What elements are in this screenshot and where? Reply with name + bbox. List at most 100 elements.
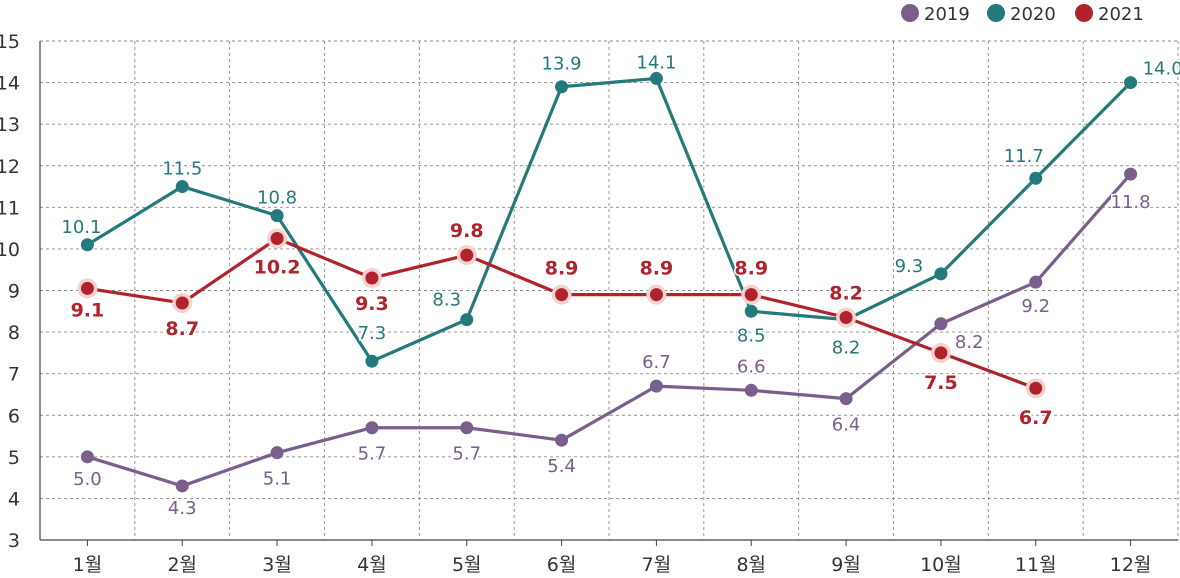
data-point [744,383,758,397]
data-point [460,421,474,435]
grid [40,40,1179,540]
x-tick-label: 1월 [73,554,103,576]
data-label: 10.2 [254,257,301,279]
data-label: 14.0 [1143,59,1180,80]
legend-marker [901,4,919,22]
data-label: 9.1 [71,299,105,321]
x-tick-label: 2월 [167,554,197,576]
data-point [80,281,94,295]
data-point [649,71,663,85]
data-label: 11.8 [1111,192,1151,213]
data-label: 5.7 [358,444,387,465]
y-tick-label: 13 [0,114,20,136]
data-point [839,311,853,325]
series-2019 [80,167,1138,493]
x-tick-label: 8월 [736,554,766,576]
data-label: 14.1 [636,52,676,73]
y-tick-label: 7 [8,364,20,386]
data-label: 6.7 [642,352,671,373]
data-label: 6.4 [832,415,861,436]
data-label: 5.4 [547,456,576,477]
data-label: 4.3 [168,498,197,519]
axes: 3 4 5 6 7 8 9 10 11 12 13 14 15 1월 2월 3월 4월 5월 6월 7월 8월 9월 10월… [0,31,1178,576]
legend-label: 2019 [924,4,970,25]
y-tick-label: 10 [0,239,20,261]
data-point [1029,171,1043,185]
data-point [1029,381,1043,395]
data-label: 6.6 [737,356,766,377]
data-label: 9.3 [355,293,389,315]
data-point [460,248,474,262]
x-tick-label: 9월 [831,554,861,576]
data-point [555,80,569,94]
data-label: 8.5 [737,325,766,346]
series-line-2019 [86,173,1132,488]
data-label: 8.2 [829,283,863,305]
y-tick-label: 9 [8,281,20,303]
y-tick-label: 8 [8,322,20,344]
data-point [744,288,758,302]
data-point [80,450,94,464]
legend-label: 2021 [1098,4,1144,25]
data-point [555,288,569,302]
data-point [365,271,379,285]
data-label: 5.7 [452,444,481,465]
y-tick-label: 3 [8,530,20,552]
legend-label: 2020 [1010,4,1056,25]
x-tick-label: 5월 [452,554,482,576]
x-tick-label: 10월 [920,554,962,576]
data-point [934,317,948,331]
legend-marker [1075,4,1093,22]
data-label: 13.9 [542,54,582,75]
series-layer [77,71,1138,493]
data-point [365,421,379,435]
data-label: 9.8 [450,220,484,242]
data-label: 8.2 [955,332,984,353]
data-label: 8.9 [545,258,579,280]
y-tick-label: 6 [8,405,20,427]
data-label: 10.1 [61,217,101,238]
y-tick-label: 5 [8,447,20,469]
data-labels: 5.0 4.3 5.1 5.7 5.7 5.4 6.7 6.6 6.4 8.2 9.2 11.8 10.… [60,51,1180,521]
x-tick-label: 3월 [262,554,292,576]
data-point [1029,275,1043,289]
data-label: 8.2 [832,338,861,359]
y-tick-label: 14 [0,73,20,95]
data-label: 5.1 [263,469,292,490]
data-label: 5.0 [73,469,102,490]
data-point [80,238,94,252]
data-label: 9.2 [1021,296,1050,317]
data-point [1124,76,1138,90]
legend-marker [987,4,1005,22]
data-point [555,433,569,447]
data-label: 11.5 [162,159,202,180]
legend: 2019 2020 2021 [901,4,1144,25]
data-point [649,379,663,393]
data-point [175,296,189,310]
y-tick-label: 4 [8,488,20,510]
series-line-2020 [86,76,1132,363]
x-tick-label: 6월 [547,554,577,576]
x-tick-label: 12월 [1110,554,1152,576]
data-label: 8.7 [165,318,199,340]
data-point [270,232,284,246]
data-label: 8.9 [734,258,768,280]
data-label: 11.7 [1004,146,1044,167]
data-point [1124,167,1138,181]
data-point [175,479,189,493]
x-tick-label: 4월 [357,554,387,576]
data-point [934,267,948,281]
x-tick-label: 11월 [1015,554,1057,576]
data-label: 8.9 [640,258,674,280]
data-point [365,354,379,368]
x-tick-label: 7월 [642,554,672,576]
data-label: 9.3 [895,256,924,277]
y-tick-label: 15 [0,31,20,53]
data-point [839,392,853,406]
data-label: 6.7 [1019,407,1053,429]
data-point [649,288,663,302]
data-point [270,446,284,460]
series-2020 [80,71,1138,368]
data-point [175,180,189,194]
